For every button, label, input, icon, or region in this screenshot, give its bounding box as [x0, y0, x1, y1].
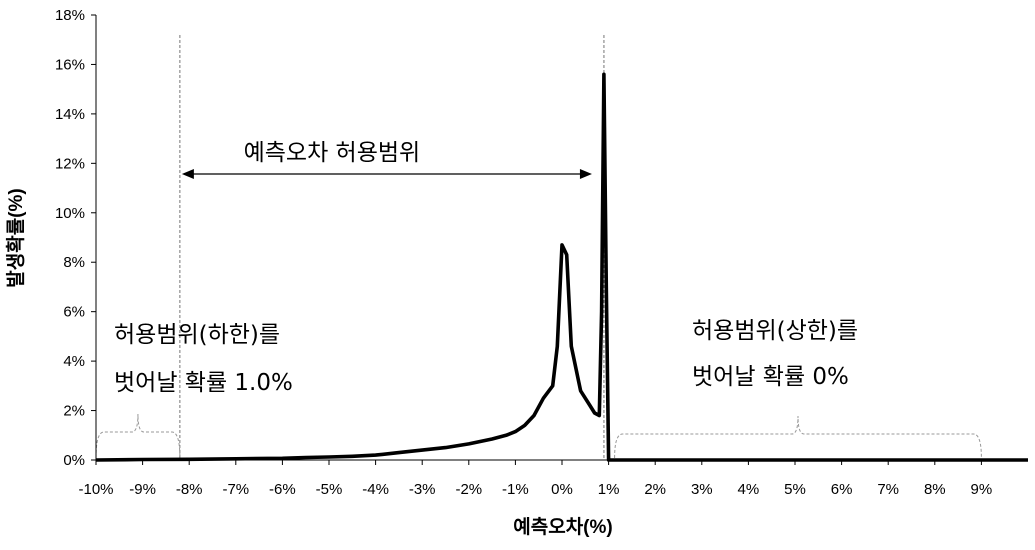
x-axis-ticks: -10% -9% -8% -7% -6% -5% -4% -3% -2% -1% 0% 1% 2% 3% 4… [78, 460, 992, 498]
x-tick-label: -7% [222, 481, 249, 498]
upper-bound-label-line1: 허용범위(상한)를 [692, 318, 858, 344]
y-tick-label: 8% [63, 254, 85, 271]
upper-bound-label-line2: 벗어날 확률 0% [692, 364, 849, 390]
y-tick-label: 14% [55, 106, 85, 123]
y-tick-label: 0% [63, 452, 85, 469]
lower-bound-label-line2: 벗어날 확률 1.0% [114, 370, 293, 396]
x-tick-label: 8% [924, 481, 946, 498]
lower-bound-label-line1: 허용범위(하한)를 [114, 322, 280, 348]
x-tick-label: -2% [455, 481, 482, 498]
y-axis-ticks: 0% 2% 4% 6% 8% 10% 12% 14% 16% 18% [55, 7, 96, 469]
x-tick-label: 5% [784, 481, 806, 498]
x-tick-label: 1% [598, 481, 620, 498]
x-tick-label: -4% [362, 481, 389, 498]
lower-probability-brace [95, 413, 181, 459]
x-tick-label: 2% [644, 481, 666, 498]
x-tick-label: 9% [971, 481, 993, 498]
y-tick-label: 10% [55, 205, 85, 222]
series [95, 72, 1028, 462]
x-tick-label: -3% [409, 481, 436, 498]
y-tick-label: 4% [63, 353, 85, 370]
x-tick-label: 7% [877, 481, 899, 498]
x-tick-label: -9% [129, 481, 156, 498]
probability-braces [95, 413, 982, 459]
reference-lines [179, 35, 605, 460]
x-tick-label: 0% [551, 481, 573, 498]
y-tick-label: 6% [63, 304, 85, 321]
range-label: 예측오차 허용범위 [244, 140, 421, 166]
x-tick-label: -6% [269, 481, 296, 498]
x-tick-label: -8% [176, 481, 203, 498]
y-tick-label: 12% [55, 155, 85, 172]
y-axis-title: 발생확률(%) [4, 188, 27, 287]
range-arrow-head-right [579, 169, 592, 179]
x-axis-title: 예측오차(%) [513, 516, 612, 538]
x-tick-label: -1% [502, 481, 529, 498]
x-tick-label: 6% [831, 481, 853, 498]
series-line [95, 72, 1028, 462]
axes [95, 15, 1028, 461]
y-tick-label: 16% [55, 56, 85, 73]
x-tick-label: -5% [316, 481, 343, 498]
upper-probability-brace [614, 415, 982, 459]
range-arrow-head-left [181, 169, 194, 179]
y-tick-label: 2% [63, 403, 85, 420]
x-tick-label: 3% [691, 481, 713, 498]
x-tick-label: -10% [78, 481, 113, 498]
x-tick-label: 4% [738, 481, 760, 498]
y-tick-label: 18% [55, 7, 85, 24]
